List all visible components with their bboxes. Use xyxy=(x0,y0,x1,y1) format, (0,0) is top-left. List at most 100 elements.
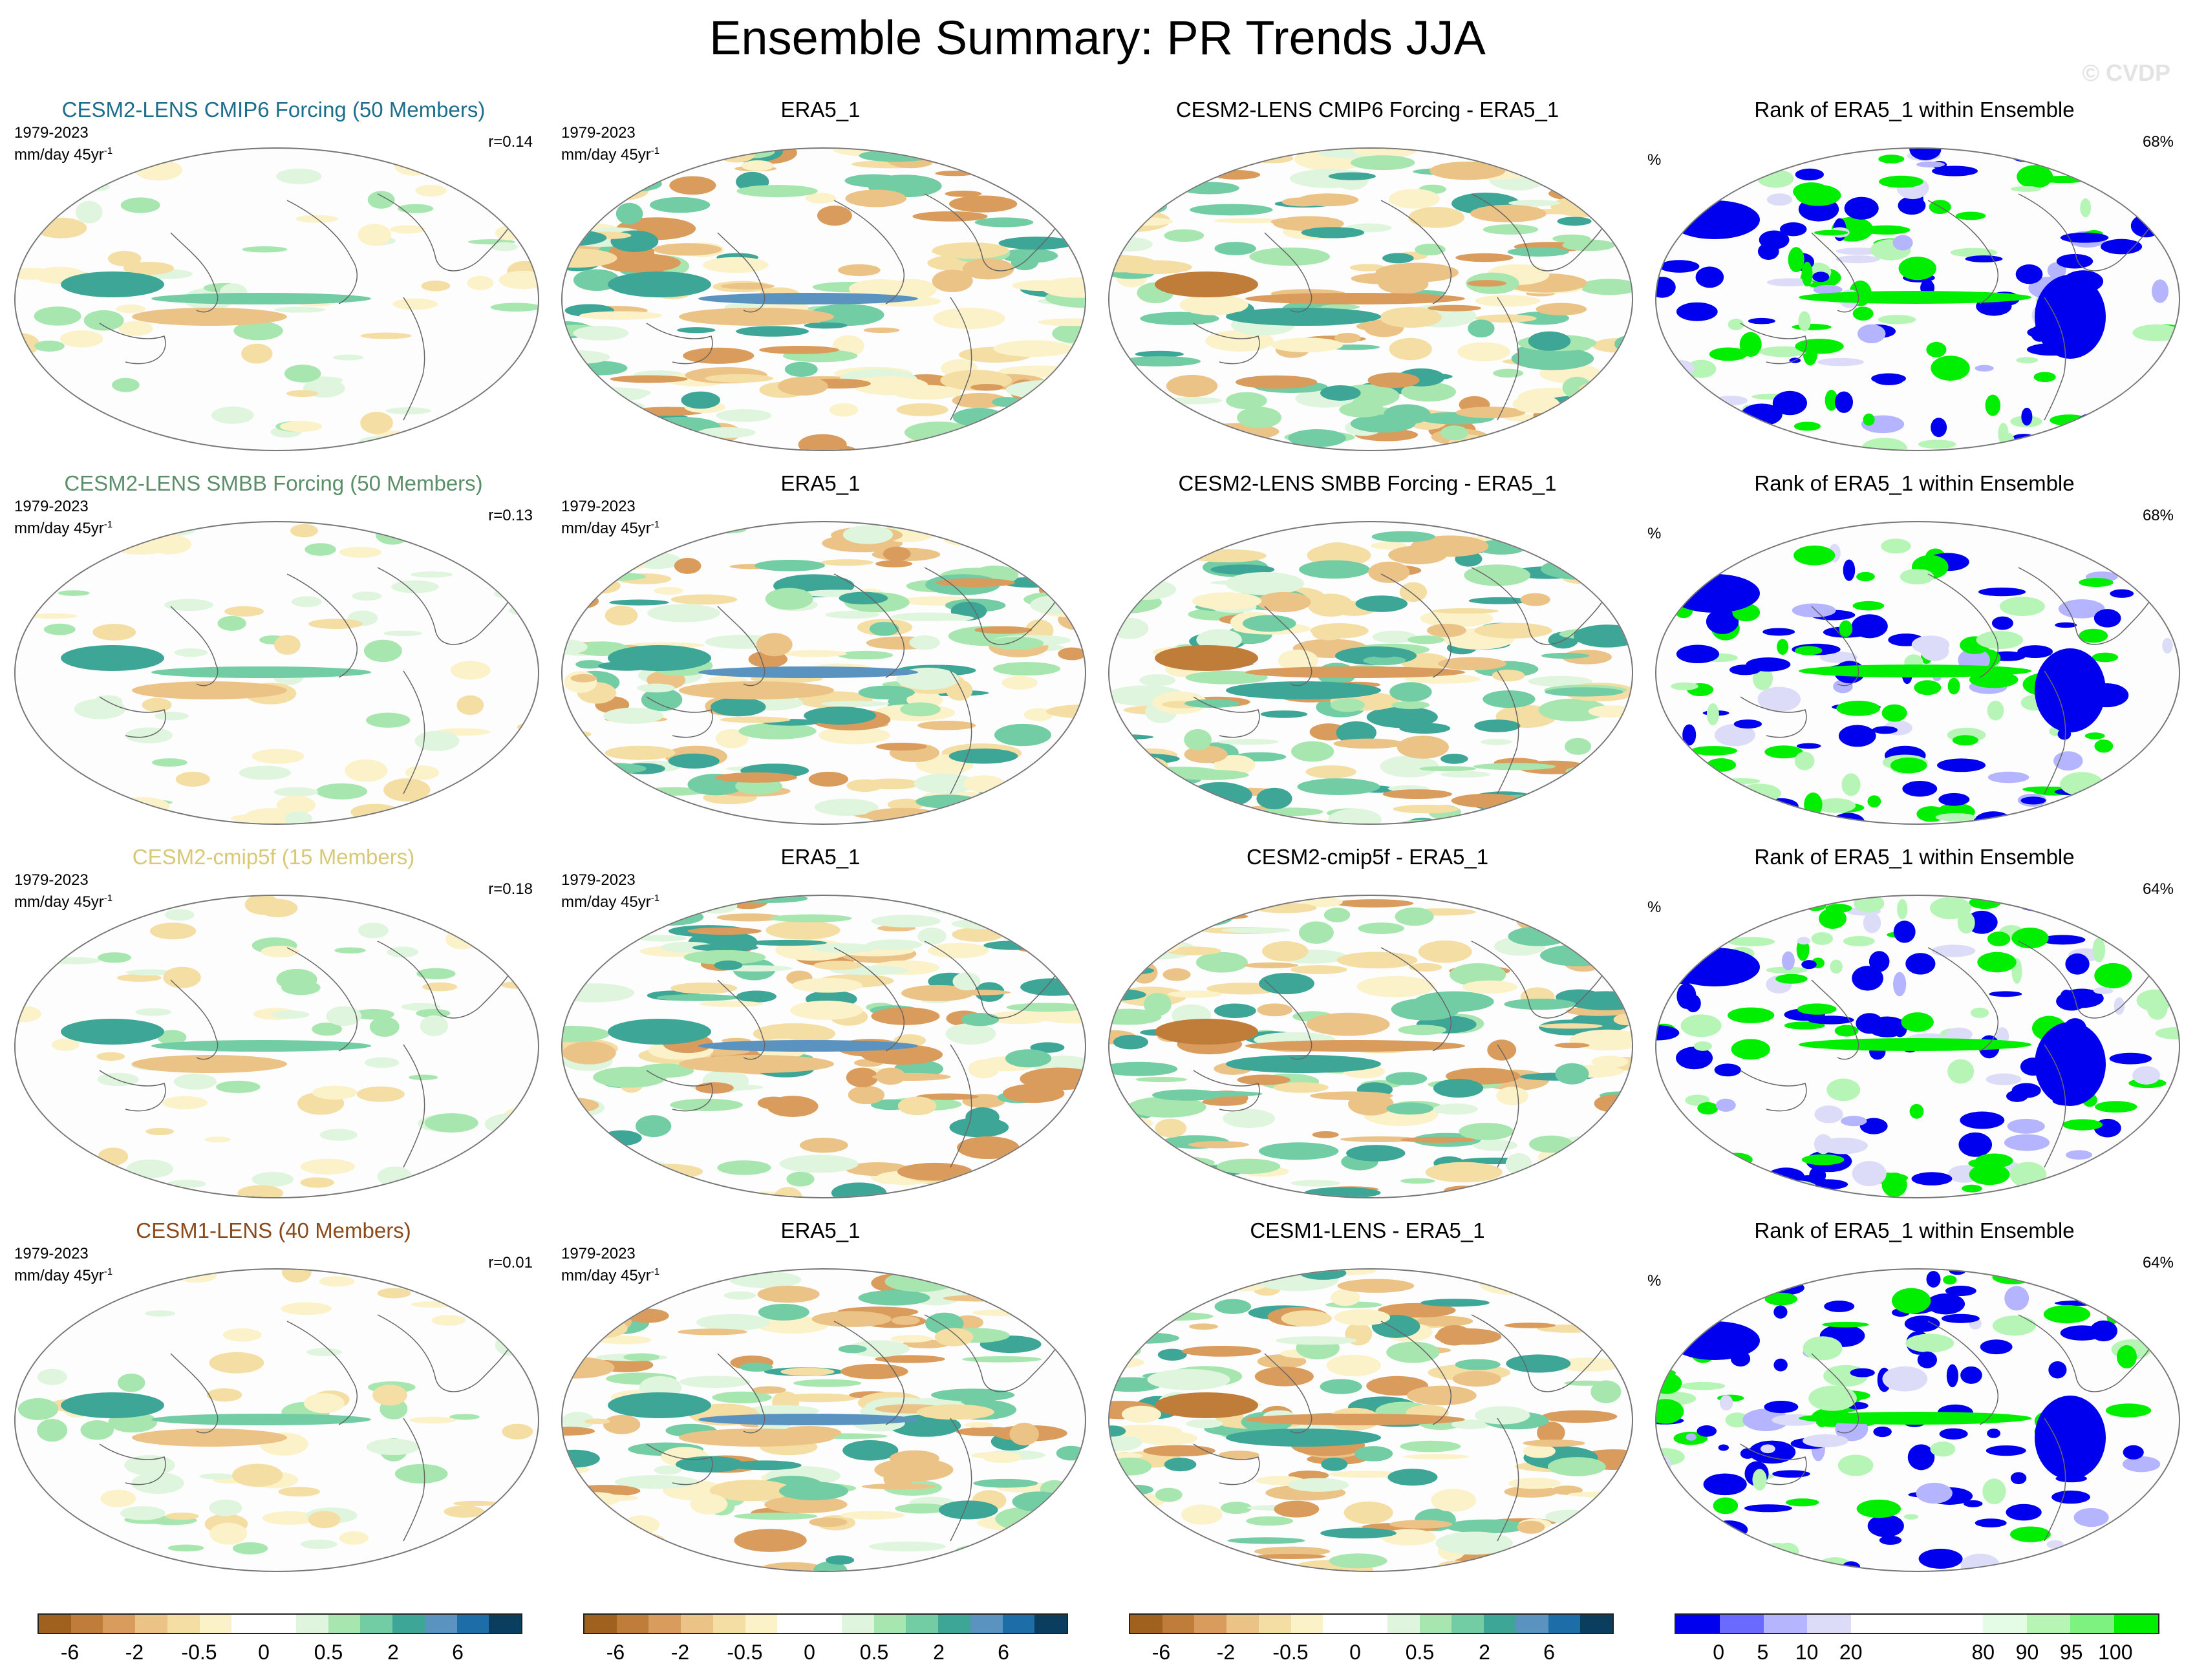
trend-cell xyxy=(1290,1180,1340,1187)
trend-cell xyxy=(1557,217,1592,226)
trend-cell xyxy=(653,243,722,256)
rank-cell xyxy=(1667,1284,1706,1311)
trend-cell xyxy=(16,333,40,356)
rank-cell xyxy=(1861,225,1911,235)
trend-cell xyxy=(597,543,637,555)
trend-cell xyxy=(759,345,839,354)
rank-cell xyxy=(2002,1186,2046,1197)
trend-cell xyxy=(608,176,662,192)
trend-cell xyxy=(562,1270,593,1288)
rank-cell xyxy=(1734,160,1752,184)
trend-cell xyxy=(952,972,981,991)
rank-cell xyxy=(1669,896,1713,913)
trend-cell xyxy=(1329,1553,1387,1569)
trend-cell xyxy=(1265,819,1347,824)
field-plot xyxy=(1656,1270,2179,1571)
rank-cell xyxy=(2020,796,2046,805)
trend-cell xyxy=(916,1404,994,1420)
trend-cell xyxy=(1565,765,1632,778)
trend-cell xyxy=(1579,918,1613,928)
rank-cell xyxy=(1814,1134,1833,1154)
rank-cell xyxy=(1766,433,1782,448)
trend-cell xyxy=(570,1318,628,1339)
rank-cell xyxy=(1714,1063,1741,1077)
trend-cell xyxy=(672,898,707,915)
rank-cell xyxy=(2134,1512,2168,1531)
trend-cell xyxy=(610,375,688,383)
trend-cell xyxy=(151,1040,371,1052)
trend-cell xyxy=(752,1386,786,1394)
trend-cell xyxy=(974,217,1034,228)
rank-cell xyxy=(1742,1409,1790,1432)
trend-cell xyxy=(609,599,669,606)
trend-cell xyxy=(912,211,988,222)
trend-cell xyxy=(623,1515,659,1535)
trend-cell xyxy=(683,347,755,364)
rank-cell xyxy=(2155,1026,2179,1039)
trend-cell xyxy=(1614,335,1632,353)
rank-cell xyxy=(2066,1180,2115,1192)
trend-cell xyxy=(786,1171,815,1187)
trend-cell xyxy=(993,340,1073,357)
rank-cell xyxy=(1785,1498,1819,1507)
rank-cell xyxy=(1850,1368,1875,1377)
trend-cell xyxy=(1391,701,1430,709)
colorbar-cell xyxy=(938,1615,970,1633)
trend-cell xyxy=(1363,655,1406,665)
trend-cell xyxy=(1565,991,1632,1010)
trend-cell xyxy=(408,1074,438,1080)
units-text: mm/day 45yr xyxy=(14,893,104,911)
panel-title: Rank of ERA5_1 within Ensemble xyxy=(1754,98,2075,122)
trend-cell xyxy=(421,281,451,292)
trend-cell xyxy=(1438,657,1506,670)
rank-cell xyxy=(2148,578,2169,601)
trend-cell xyxy=(1184,728,1212,750)
trend-cell xyxy=(943,1295,1016,1302)
trend-cell xyxy=(957,1136,1020,1160)
rank-cell xyxy=(1809,1179,1848,1190)
rank-cell xyxy=(2015,264,2043,284)
trend-cell xyxy=(1246,1516,1294,1526)
trend-cell xyxy=(1297,778,1380,795)
rank-cell xyxy=(2047,1275,2062,1291)
trend-cell xyxy=(605,605,638,626)
trend-cell xyxy=(1512,394,1560,414)
trend-cell xyxy=(606,522,679,534)
trend-cell xyxy=(562,414,599,431)
rank-cell xyxy=(2011,928,2049,949)
rank-cell xyxy=(1986,1073,2022,1085)
trend-cell xyxy=(839,591,888,605)
rank-cell xyxy=(1772,1470,1810,1478)
trend-cell xyxy=(562,1041,616,1065)
rank-cell xyxy=(2114,1306,2131,1323)
trend-cell xyxy=(562,1449,600,1468)
trend-cell xyxy=(1025,1145,1085,1151)
trend-cell xyxy=(312,1085,358,1100)
rank-cell xyxy=(1676,1047,1713,1070)
rank-cell xyxy=(2160,1556,2171,1571)
trend-cell xyxy=(1288,429,1347,447)
trend-cell xyxy=(1547,1457,1606,1476)
trend-cell xyxy=(1507,247,1569,257)
rank-cell xyxy=(1930,1441,1956,1457)
trend-cell xyxy=(444,522,486,538)
trend-cell xyxy=(747,939,828,946)
trend-cell xyxy=(887,798,925,811)
trend-cell xyxy=(1109,1452,1143,1460)
trend-cell xyxy=(151,666,371,678)
trend-cell xyxy=(1409,962,1442,972)
trend-cell xyxy=(570,674,597,683)
rank-cell xyxy=(2123,1445,2144,1460)
rank-cell xyxy=(1728,1007,1775,1023)
panel-r4-ens: CESM1-LENS (40 Members) 1979-2023 mm/day 4… xyxy=(0,1218,547,1580)
colorbar-cell xyxy=(1387,1615,1420,1633)
trend-cell xyxy=(1336,721,1376,745)
trend-cell xyxy=(695,1082,734,1094)
trend-cell xyxy=(950,1286,996,1298)
trend-cell xyxy=(584,1418,610,1425)
trend-cell xyxy=(1350,155,1415,171)
trend-cell xyxy=(1109,555,1186,564)
rank-cell xyxy=(2149,211,2167,234)
trend-cell xyxy=(584,578,621,594)
trend-cell xyxy=(1594,1094,1632,1112)
